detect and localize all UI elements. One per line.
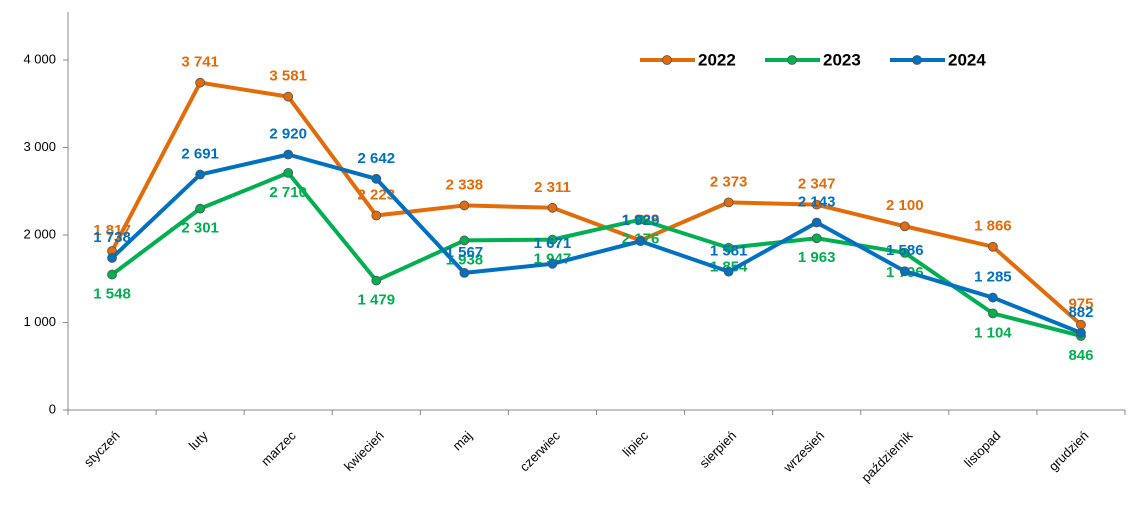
value-label: 2 311	[534, 179, 571, 196]
value-label: 1 581	[710, 243, 748, 260]
marker	[899, 266, 910, 277]
value-label: 975	[1068, 296, 1093, 313]
value-label: 1 817	[93, 222, 131, 239]
marker	[283, 167, 294, 178]
y-tick-label: 0	[49, 401, 56, 416]
y-tick-label: 3 000	[23, 139, 56, 154]
value-label: 2 920	[269, 125, 307, 142]
x-tick-label: lipiec	[620, 428, 652, 460]
y-tick-label: 2 000	[23, 226, 56, 241]
marker	[987, 241, 998, 252]
value-label: 1 738	[93, 229, 131, 246]
value-label: 1 866	[974, 218, 1012, 235]
y-tick-label: 4 000	[23, 51, 56, 66]
marker	[811, 233, 822, 244]
x-tick-label: marzec	[258, 428, 299, 469]
x-tick-label: sierpień	[696, 428, 739, 471]
marker	[107, 269, 117, 280]
marker	[723, 197, 734, 208]
value-label: 2 373	[710, 173, 748, 190]
value-label: 2 710	[269, 184, 307, 201]
legend-marker	[787, 55, 797, 65]
value-label: 3 741	[181, 54, 219, 71]
marker	[899, 221, 910, 232]
marker	[987, 308, 998, 319]
value-label: 1 929	[622, 212, 660, 229]
value-label: 1 548	[93, 286, 131, 303]
marker	[371, 275, 382, 286]
x-tick-label: listopad	[961, 428, 1003, 470]
x-tick-label: luty	[186, 428, 211, 453]
value-label: 1 671	[534, 235, 572, 252]
marker	[371, 210, 382, 221]
x-tick-label: październik	[858, 428, 915, 485]
legend-marker	[662, 55, 672, 65]
x-tick-label: wrzesień	[780, 428, 828, 476]
value-label: 1 104	[974, 324, 1012, 341]
value-label: 882	[1068, 304, 1093, 321]
legend-label: 2024	[948, 50, 986, 69]
marker	[811, 199, 822, 210]
marker	[723, 242, 734, 253]
legend-label: 2022	[698, 50, 736, 69]
x-tick-label: styczeń	[81, 428, 123, 470]
marker	[459, 235, 470, 246]
value-label: 1 567	[446, 244, 484, 261]
marker	[635, 236, 646, 247]
marker	[195, 77, 206, 88]
marker	[459, 267, 470, 278]
value-label: 2 347	[798, 176, 836, 193]
value-label: 2 642	[358, 150, 396, 167]
value-label: 2 301	[181, 220, 219, 237]
marker	[1076, 319, 1086, 330]
marker	[547, 202, 558, 213]
marker	[635, 214, 646, 225]
value-label: 2 338	[446, 176, 484, 193]
value-label: 846	[1068, 347, 1093, 364]
x-tick-label: maj	[450, 428, 475, 453]
marker	[723, 266, 734, 277]
value-label: 1 479	[358, 292, 396, 309]
value-label: 1 963	[798, 249, 836, 266]
x-tick-label: grudzień	[1046, 428, 1092, 474]
marker	[283, 149, 294, 160]
value-label: 2 691	[181, 146, 219, 163]
marker	[811, 217, 822, 228]
marker	[459, 200, 470, 211]
value-label: 3 581	[269, 68, 307, 85]
marker	[195, 203, 206, 214]
marker	[899, 247, 910, 258]
value-label: 1 285	[974, 269, 1012, 286]
value-label: 2 100	[886, 197, 924, 214]
marker	[283, 91, 294, 102]
series-line	[110, 80, 1083, 327]
x-tick-label: czerwiec	[517, 428, 564, 475]
legend-label: 2023	[823, 50, 861, 69]
y-tick-label: 1 000	[23, 314, 56, 329]
marker	[547, 234, 558, 245]
x-tick-label: kwiecień	[341, 428, 387, 474]
marker	[547, 258, 558, 269]
series-line	[110, 152, 1082, 335]
value-label: 2 143	[798, 193, 836, 210]
marker	[107, 253, 117, 263]
series-line	[110, 170, 1082, 338]
marker	[1076, 327, 1086, 338]
legend-marker	[912, 55, 922, 65]
marker	[987, 292, 998, 303]
marker	[371, 173, 382, 184]
marker	[195, 169, 206, 180]
value-label: 1 586	[886, 242, 924, 259]
